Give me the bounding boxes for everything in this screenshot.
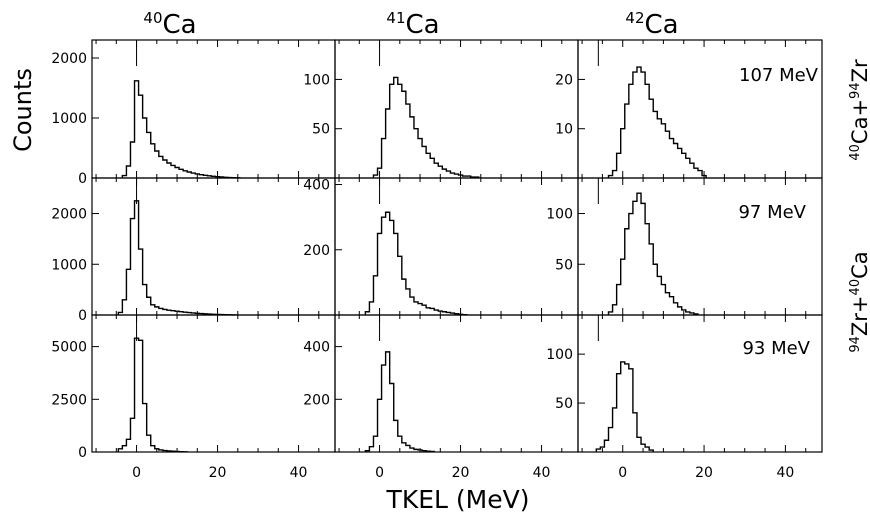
panel-r1-c1-ytick-label: 1000 [51,111,87,127]
panel-r3-c3-frame [577,314,823,453]
panel-r3-c3-ytick-label: 50 [555,396,573,412]
panel-r3-c1-xtick-label: 40 [290,465,308,481]
panel-r2-c2-histogram [364,211,468,316]
column-title-40ca-mass: 40 [143,9,162,27]
panel-r1-c1-ytick-label: 2000 [51,51,87,67]
panel-r3-c2-frame [334,314,579,453]
panel-r2-c2-frame [334,177,579,316]
panel-r2-c3-histogram [607,192,699,315]
panel-r1-c2-histogram [372,76,480,178]
panel-r3-c2: 200 400 0 20 40 [303,314,579,481]
column-title-42ca: 42Ca [625,9,678,40]
panel-r2-c1: 0 1000 2000 [51,177,336,324]
panel-r1-c3-histogram [607,66,707,178]
panel-r2-c3: 50 100 [546,177,823,316]
column-title-41ca-mass: 41 [386,9,405,27]
energy-label-row-1: 107 MeV [739,65,819,86]
panel-r2-c3-ytick-label: 100 [546,207,573,223]
panel-r2-c1-frame [91,177,336,316]
panel-r3-c1-xtick-label: 20 [209,465,227,481]
panel-r3-c2-histogram [364,351,435,453]
panel-r3-c2-xtick-label: 20 [452,465,470,481]
column-title-41ca: 41Ca [386,9,439,40]
reaction-label-ca-zr-mass1: 40 [848,144,863,161]
panel-r3-c1-ytick-label: 5000 [51,340,87,356]
energy-label-row-2: 97 MeV [738,202,806,223]
panel-r2-c2: 200 400 [303,177,579,316]
reaction-label-zr-ca-mass1: 94 [848,336,863,353]
panel-r3-c3-xtick-label: 40 [776,465,794,481]
panel-r2-c1-ytick-label: 2000 [51,207,87,223]
panel-r3-c2-xtick-label: 0 [375,465,384,481]
x-axis-label: TKEL (MeV) [386,485,530,514]
reaction-label-zr-ca-mass2: 40 [848,279,863,296]
panel-r2-c2-ytick-label: 400 [303,178,330,194]
panel-r1-c3: 10 20 [555,39,823,179]
panel-r3-c3-ytick-label: 100 [546,347,573,363]
panel-r3-c1-xtick-label: 0 [132,465,141,481]
column-title-41ca-element: Ca [406,10,440,40]
panel-r1-c3-ytick-label: 20 [555,72,573,88]
panel-r2-c1-ytick-label: 0 [78,308,87,324]
panel-r2-c2-ytick-label: 200 [303,243,330,259]
panel-grid: 0100020005010010200100020002004005010002… [51,39,823,481]
y-axis-label: Counts [9,68,37,152]
column-title-40ca-element: Ca [163,10,197,40]
reaction-label-zr-ca: 94Zr+40Ca [848,251,870,352]
reaction-label-ca-zr-mass2: 94 [848,82,863,99]
panel-r1-c1-frame [91,39,336,179]
panel-r3-c3-xtick-label: 0 [618,465,627,481]
reaction-label-ca-zr-element1: Ca [848,117,870,145]
energy-label-row-3: 93 MeV [742,338,810,359]
reaction-label-ca-zr: 40Ca+94Zr [848,59,870,161]
panel-r3-c2-xtick-label: 40 [533,465,551,481]
panel-r1-c3-frame [577,39,823,179]
reaction-label-zr-ca-element2: Ca [848,251,870,279]
panel-r1-c1-ytick-label: 0 [78,171,87,187]
panel-r3-c1-ytick-label: 0 [78,445,87,461]
panel-r3-c2-ytick-label: 400 [303,340,330,356]
panel-r2-c1-histogram [117,200,237,316]
panel-r2-c3-ytick-label: 50 [555,257,573,273]
panel-r1-c2-ytick-label: 50 [312,122,330,138]
reaction-label-zr-ca-plus: + [848,295,870,313]
panel-r2-c3-frame [577,177,823,316]
panel-r1-c1-histogram [121,80,241,179]
panel-r3-c1-histogram [117,337,188,453]
column-title-40ca: 40Ca [143,9,196,40]
panel-r3-c3-histogram [595,361,654,452]
reaction-label-zr-ca-element1: Zr [848,313,870,336]
panel-r1-c2-ytick-label: 100 [303,72,330,88]
panel-r1-c1: 0 1000 2000 [51,39,336,187]
panel-r3-c1: 0 2500 5000 0 20 40 [51,314,336,481]
panel-r1-c2-frame [334,39,579,179]
panel-r1-c2: 50 100 [303,39,579,179]
column-title-42ca-element: Ca [645,10,679,40]
reaction-label-ca-zr-element2: Zr [848,59,870,82]
reaction-label-ca-zr-plus: + [848,99,870,117]
panel-r2-c1-ytick-label: 1000 [51,257,87,273]
panel-r3-c2-ytick-label: 200 [303,392,330,408]
column-title-42ca-mass: 42 [625,9,644,27]
panel-r3-c3-xtick-label: 20 [695,465,713,481]
panel-r3-c1-ytick-label: 2500 [51,392,87,408]
panel-r3-c3: 50 100 0 20 40 [546,314,823,481]
panel-r3-c1-frame [91,314,336,453]
panel-r1-c3-ytick-label: 10 [555,122,573,138]
